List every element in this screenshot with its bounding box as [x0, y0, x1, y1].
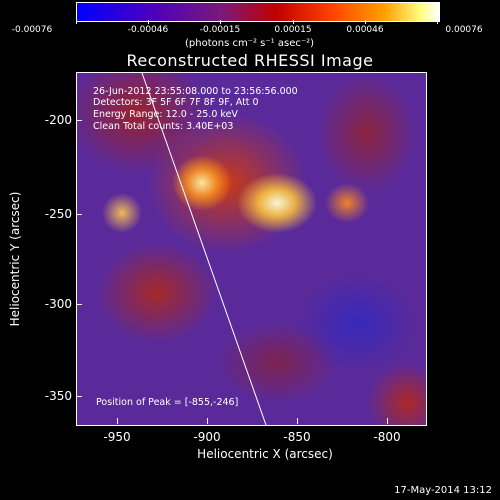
colorbar-units: (photons cm⁻² s⁻¹ asec⁻²)	[185, 38, 315, 49]
colorbar-tick-label: -0.00076	[11, 25, 53, 35]
y-tick-label: -250	[44, 207, 72, 221]
time-range: 26-Jun-2012 23:55:08.000 to 23:56:56.000	[93, 86, 298, 97]
intensity-map	[77, 73, 426, 425]
x-tick-label: -900	[193, 430, 221, 444]
colorbar-tick-label: 0.00015	[274, 25, 312, 35]
colorbar-tick-label: -0.00015	[199, 25, 241, 35]
generation-date: 17-May-2014 13:12	[394, 485, 492, 496]
clean-counts: Clean Total counts: 3.40E+03	[93, 121, 234, 132]
colorbar-tick-label: 0.00076	[445, 25, 483, 35]
energy-range: Energy Range: 12.0 - 25.0 keV	[93, 109, 238, 120]
x-tick-label: -850	[283, 430, 311, 444]
image-title: Reconstructed RHESSI Image	[126, 51, 374, 70]
x-axis-label: Heliocentric X (arcsec)	[197, 447, 333, 461]
colorbar-tick-label: -0.00046	[127, 25, 169, 35]
colorbar	[76, 2, 440, 22]
detectors: Detectors: 3F 5F 6F 7F 8F 9F, Att 0	[93, 97, 259, 108]
y-tick-label: -200	[44, 113, 72, 127]
y-axis-label: Heliocentric Y (arcsec)	[8, 191, 22, 327]
rhessi-image: 26-Jun-2012 23:55:08.000 to 23:56:56.000…	[76, 72, 427, 426]
colorbar-tick-label: 0.00046	[346, 25, 384, 35]
peak-position: Position of Peak = [-855,-246]	[96, 397, 239, 408]
x-tick-label: -950	[103, 430, 131, 444]
solar-limb	[141, 73, 267, 425]
y-tick-label: -350	[44, 389, 72, 403]
x-tick-label: -800	[373, 430, 401, 444]
y-tick-label: -300	[44, 297, 72, 311]
